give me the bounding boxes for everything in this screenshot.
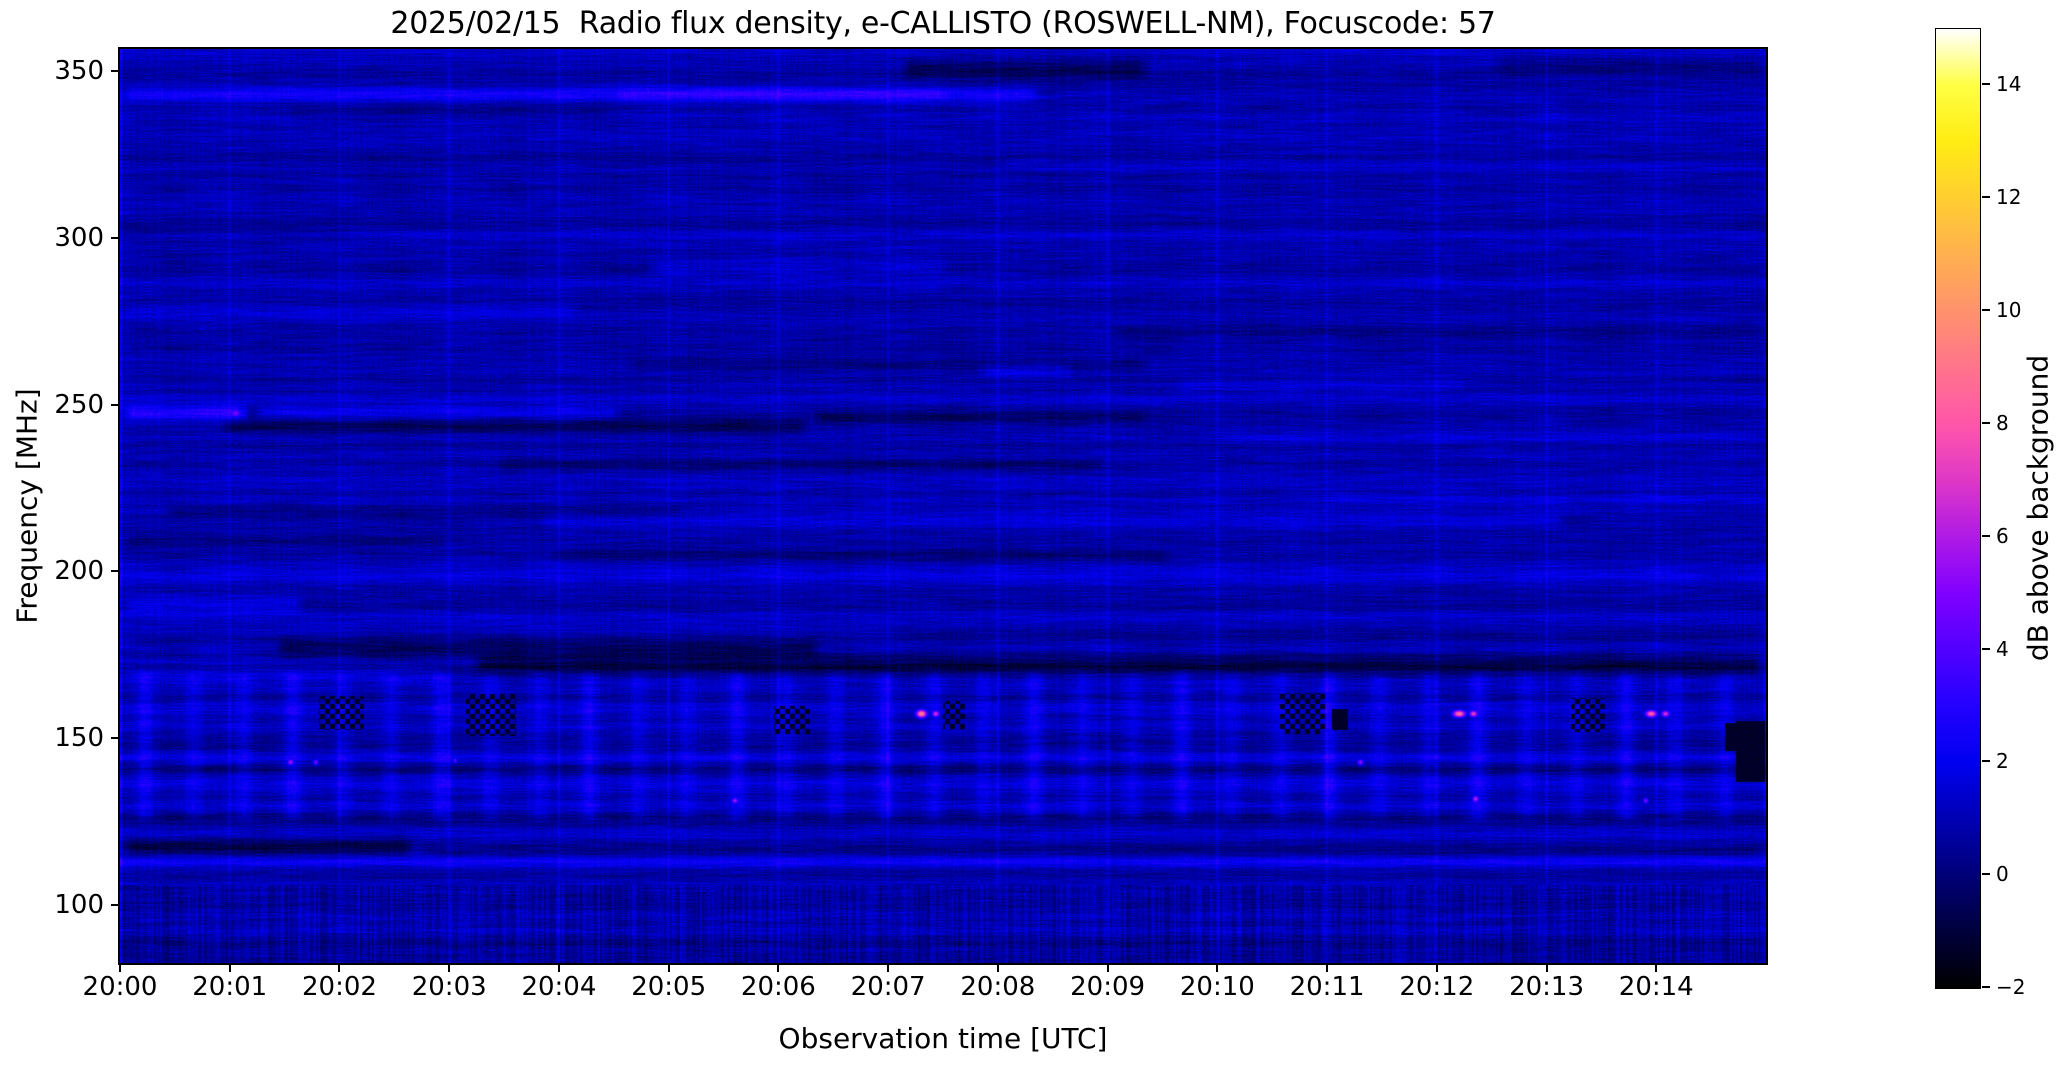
chart-title: 2025/02/15 Radio flux density, e-CALLIST…: [390, 6, 1496, 41]
x-tick-label: 20:10: [1179, 972, 1255, 1002]
x-tick-mark: [338, 963, 341, 972]
colorbar-tick-label: 8: [1996, 410, 2009, 435]
colorbar-tick-label: 2: [1996, 749, 2009, 774]
y-tick-mark: [111, 570, 120, 573]
y-axis-label: Frequency [MHz]: [10, 388, 44, 624]
plot-frame: [118, 47, 1768, 965]
y-tick-label: 200: [54, 556, 104, 587]
x-tick-mark: [1106, 963, 1109, 972]
x-tick-label: 20:06: [740, 972, 816, 1002]
x-tick-label: 20:04: [521, 972, 597, 1002]
x-tick-label: 20:07: [850, 972, 926, 1002]
colorbar-tick-mark: [1982, 421, 1990, 424]
x-tick-label: 20:13: [1509, 972, 1584, 1002]
x-tick-label: 20:14: [1618, 972, 1694, 1002]
x-tick-mark: [996, 963, 999, 972]
colorbar-label: dB above background: [2021, 354, 2055, 662]
colorbar-gradient: [1936, 29, 1980, 988]
x-axis-label: Observation time [UTC]: [778, 1022, 1108, 1055]
y-tick-label: 250: [54, 389, 104, 420]
y-tick-label: 100: [54, 890, 104, 921]
x-tick-label: 20:02: [301, 972, 377, 1002]
x-tick-mark: [1326, 963, 1329, 972]
colorbar-tick-mark: [1982, 309, 1990, 312]
spectrogram-canvas: [120, 49, 1766, 963]
x-tick-label: 20:12: [1399, 972, 1475, 1002]
colorbar-tick-mark: [1982, 760, 1990, 763]
x-tick-label: 20:01: [192, 972, 268, 1002]
colorbar: [1935, 28, 1981, 989]
colorbar-tick-mark: [1982, 647, 1990, 650]
y-tick-mark: [111, 737, 120, 740]
x-tick-label: 20:05: [631, 972, 707, 1002]
y-tick-mark: [111, 69, 120, 72]
x-tick-mark: [448, 963, 451, 972]
x-tick-mark: [777, 963, 780, 972]
x-tick-mark: [667, 963, 670, 972]
colorbar-tick-label: 4: [1996, 636, 2009, 661]
x-tick-label: 20:09: [1070, 972, 1146, 1002]
x-tick-label: 20:03: [411, 972, 487, 1002]
colorbar-tick-mark: [1982, 196, 1990, 199]
x-tick-mark: [887, 963, 890, 972]
x-tick-mark: [1655, 963, 1658, 972]
y-tick-mark: [111, 403, 120, 406]
x-tick-mark: [557, 963, 560, 972]
colorbar-tick-mark: [1982, 83, 1990, 86]
x-tick-mark: [228, 963, 231, 972]
x-tick-label: 20:08: [960, 972, 1036, 1002]
y-tick-mark: [111, 236, 120, 239]
y-tick-label: 350: [54, 55, 104, 86]
colorbar-tick-label: 10: [1996, 298, 2022, 323]
x-tick-label: 20:00: [82, 972, 158, 1002]
colorbar-tick-label: 0: [1996, 862, 2009, 887]
colorbar-tick-label: 14: [1996, 72, 2022, 97]
y-tick-label: 150: [54, 723, 104, 754]
colorbar-tick-mark: [1982, 986, 1990, 988]
x-tick-mark: [1545, 963, 1548, 972]
y-tick-mark: [111, 904, 120, 907]
colorbar-tick-label: 6: [1996, 523, 2009, 548]
colorbar-tick-label: −2: [1996, 975, 2026, 999]
colorbar-tick-label: 12: [1996, 185, 2022, 210]
x-tick-mark: [119, 963, 121, 972]
x-tick-label: 20:11: [1289, 972, 1365, 1002]
colorbar-tick-mark: [1982, 534, 1990, 537]
x-tick-mark: [1435, 963, 1438, 972]
y-tick-label: 300: [54, 222, 104, 253]
colorbar-tick-mark: [1982, 873, 1990, 876]
x-tick-mark: [1216, 963, 1219, 972]
